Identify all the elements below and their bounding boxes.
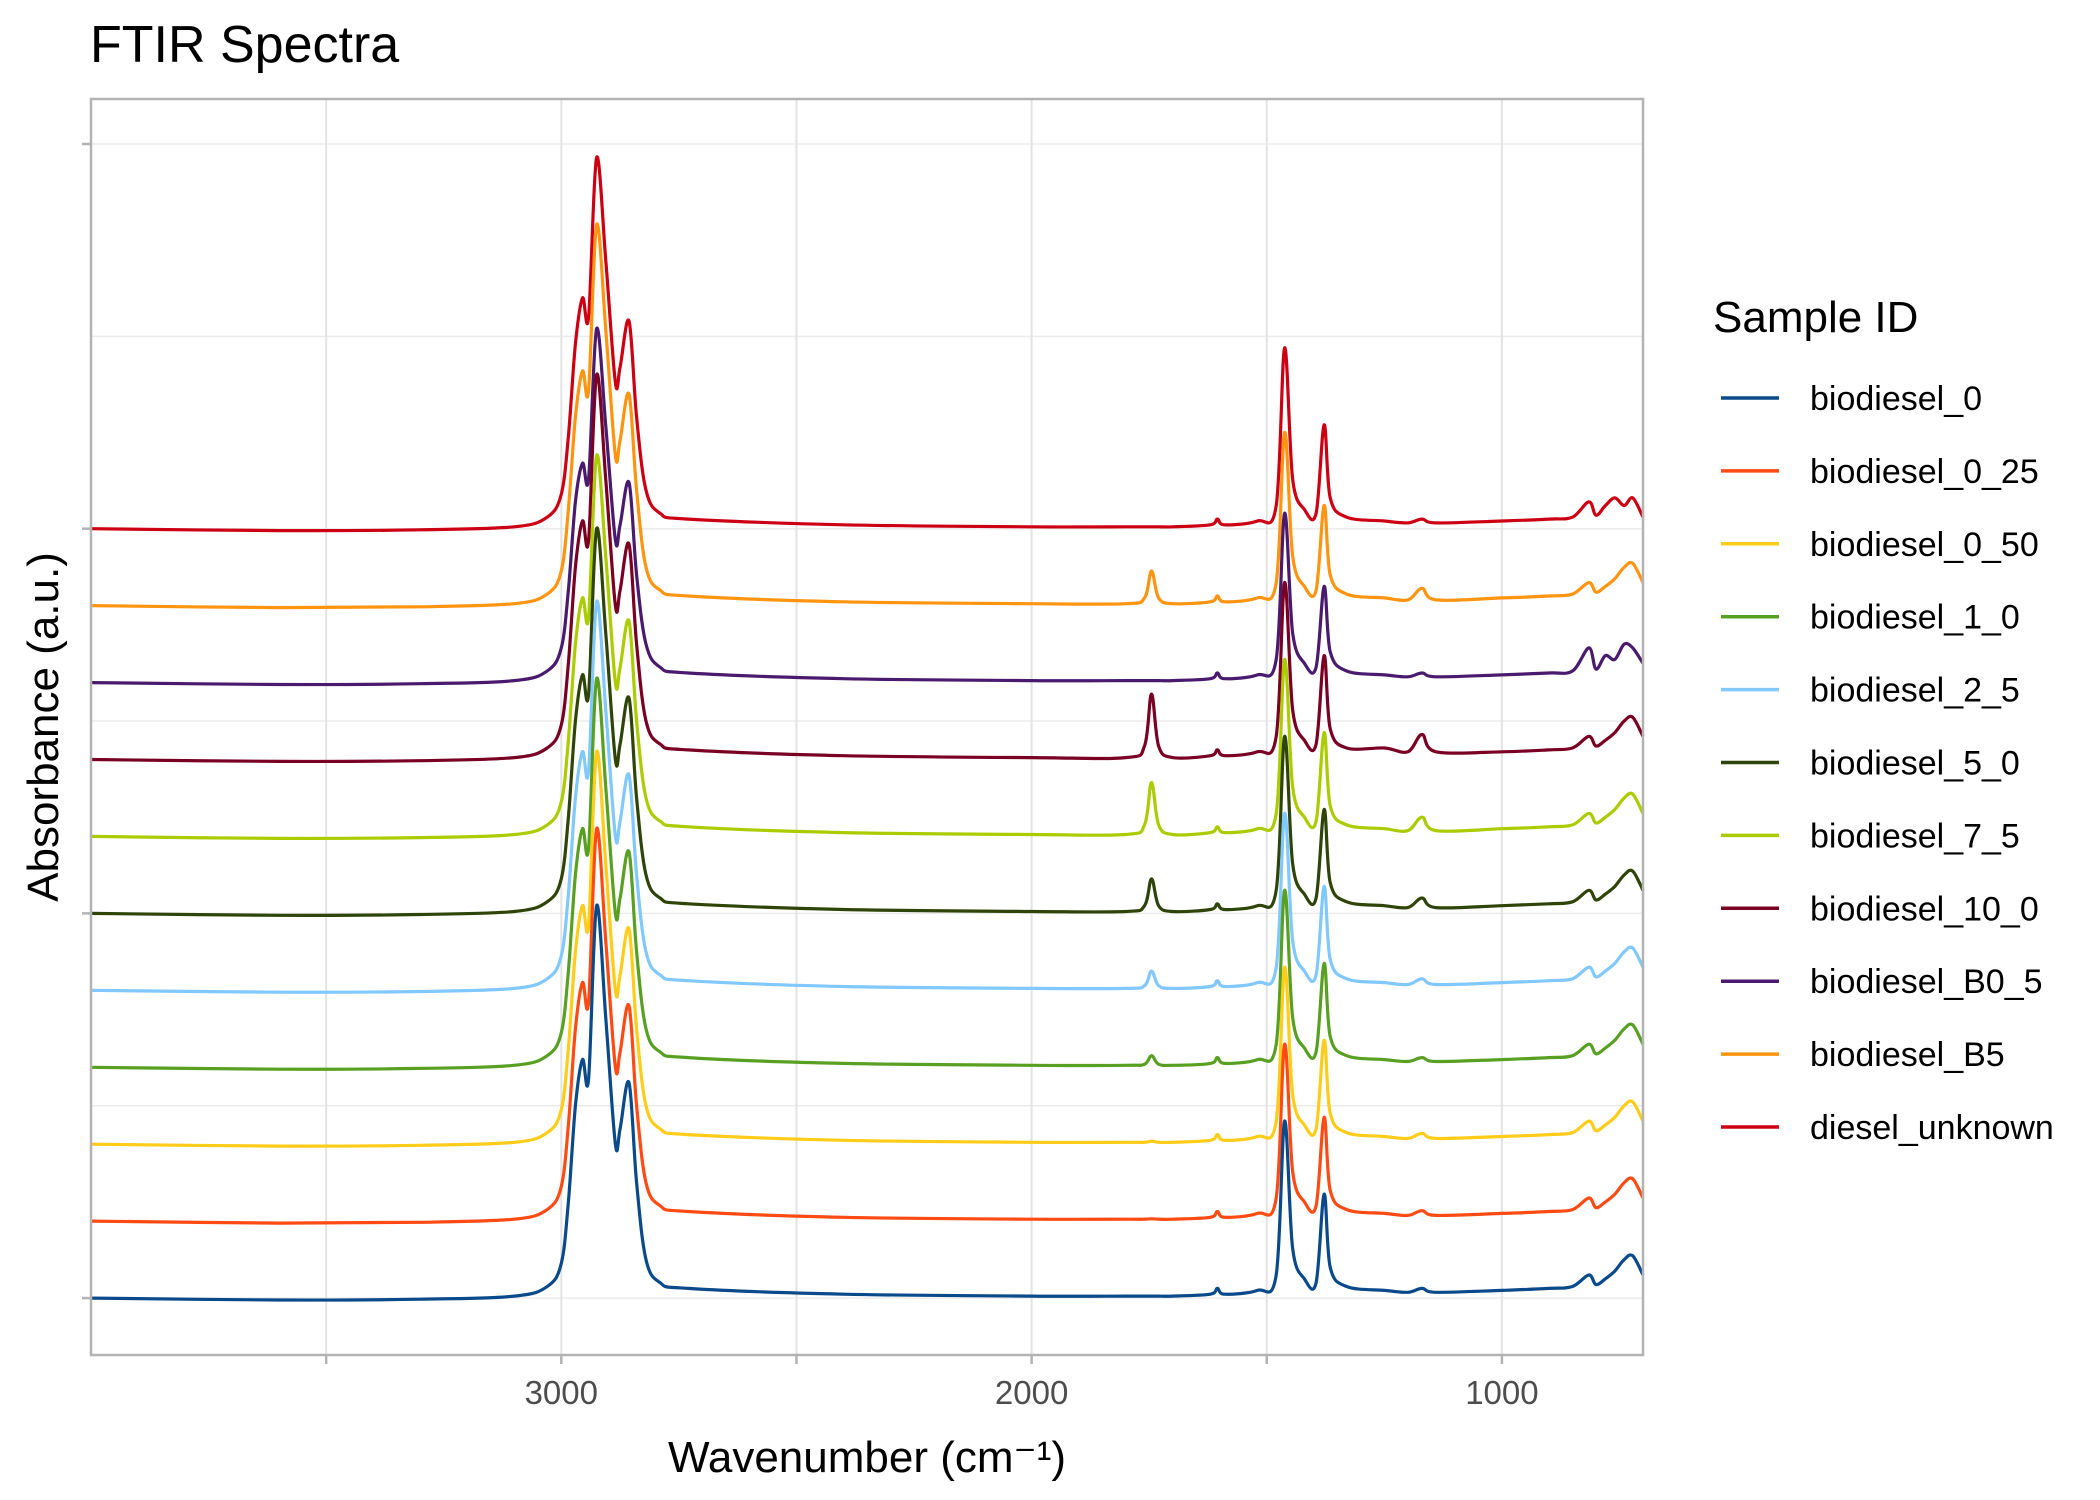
series-line-biodiesel-5-0 (90, 526, 1645, 917)
series-line-biodiesel-10-0 (90, 372, 1645, 764)
y-axis-title: Absorbance (a.u.) (19, 552, 68, 902)
legend-item: biodiesel_5_0 (1721, 745, 2020, 783)
legend-label: diesel_unknown (1810, 1109, 2054, 1147)
x-tick-label: 1000 (1465, 1374, 1538, 1411)
x-axis-title: Wavenumber (cm⁻¹) (668, 1433, 1066, 1482)
legend-item: biodiesel_B5 (1721, 1036, 2005, 1074)
series-line-biodiesel-0-25 (90, 826, 1645, 1225)
series-line-biodiesel-B0-5 (90, 326, 1645, 687)
series-line-biodiesel-1-0 (90, 676, 1645, 1071)
legend-label: biodiesel_7_5 (1810, 817, 2020, 855)
panel-border (89, 97, 1645, 1357)
legend-item: biodiesel_0_25 (1721, 453, 2039, 491)
legend-item: biodiesel_B0_5 (1721, 963, 2043, 1001)
legend-item: biodiesel_2_5 (1721, 672, 2020, 710)
legend-item: biodiesel_7_5 (1721, 817, 2020, 855)
grid (91, 99, 1643, 1355)
legend-item: biodiesel_0 (1721, 380, 1982, 418)
series-line-biodiesel-0 (90, 903, 1645, 1302)
legend-label: biodiesel_2_5 (1810, 672, 2020, 710)
series-line-biodiesel-0-50 (90, 749, 1645, 1148)
series-line-biodiesel-2-5 (90, 599, 1645, 994)
x-tick-label: 2000 (995, 1374, 1068, 1411)
series-line-biodiesel-7-5 (90, 453, 1645, 841)
legend-label: biodiesel_0_25 (1810, 453, 2039, 491)
legend-title: Sample ID (1713, 293, 1918, 342)
chart-title: FTIR Spectra (90, 16, 399, 74)
legend-label: biodiesel_10_0 (1810, 890, 2039, 928)
legend-label: biodiesel_B5 (1810, 1036, 2005, 1074)
series-line-diesel-unknown (90, 155, 1645, 533)
axis-ticks: 3000 2000 1000 (82, 142, 1539, 1411)
legend-label: biodiesel_5_0 (1810, 745, 2020, 783)
legend-label: biodiesel_1_0 (1810, 599, 2020, 637)
legend-item: biodiesel_10_0 (1721, 890, 2039, 928)
x-tick-label: 3000 (525, 1374, 598, 1411)
legend-label: biodiesel_B0_5 (1810, 963, 2043, 1001)
legend-item: diesel_unknown (1721, 1109, 2054, 1147)
series-line-biodiesel-B5 (90, 222, 1645, 610)
legend-item: biodiesel_0_50 (1721, 526, 2039, 564)
legend-item: biodiesel_1_0 (1721, 599, 2020, 637)
legend-label: biodiesel_0 (1810, 380, 1982, 418)
series-lines (90, 155, 1645, 1302)
legend-label: biodiesel_0_50 (1810, 526, 2039, 564)
legend: biodiesel_0 biodiesel_0_25 biodiesel_0_50b… (1721, 380, 2054, 1147)
